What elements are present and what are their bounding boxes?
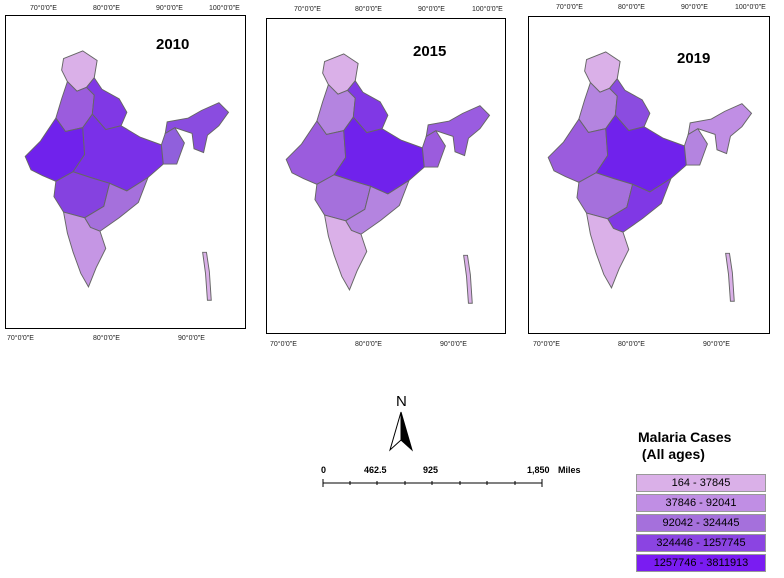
longitude-tick-bottom: 90°0'0"E [178, 335, 205, 342]
longitude-tick-bottom: 80°0'0"E [618, 341, 645, 348]
longitude-tick-bottom: 70°0'0"E [533, 341, 560, 348]
longitude-tick-top: 80°0'0"E [618, 4, 645, 11]
legend-label: 324446 - 1257745 [656, 537, 746, 549]
legend-swatch [636, 554, 766, 572]
longitude-tick-top: 100°0'0"E [209, 5, 240, 12]
legend-item: 324446 - 1257745 [636, 534, 766, 554]
map-year-label: 2019 [677, 50, 711, 67]
longitude-tick-top: 70°0'0"E [556, 4, 583, 11]
longitude-tick-top: 80°0'0"E [355, 6, 382, 13]
longitude-tick-top: 100°0'0"E [472, 6, 503, 13]
legend-title: Malaria Cases (All ages) [638, 429, 732, 462]
north-central-region [346, 79, 389, 134]
legend-item: 92042 - 324445 [636, 514, 766, 534]
map-year-label: 2010 [156, 36, 190, 53]
longitude-tick-top: 70°0'0"E [294, 6, 321, 13]
legend-item: 1257746 - 3811913 [636, 554, 766, 574]
legend-label: 164 - 37845 [671, 477, 731, 489]
legend-item: 37846 - 92041 [636, 494, 766, 514]
longitude-tick-top: 70°0'0"E [30, 5, 57, 12]
scale-label: 925 [423, 465, 439, 475]
india-map [24, 50, 230, 301]
northeast-region [687, 103, 753, 155]
legend-swatch [636, 514, 766, 532]
map-year-label: 2015 [413, 43, 447, 60]
longitude-tick-bottom: 70°0'0"E [270, 341, 297, 348]
north-central-region [85, 76, 128, 131]
south-region [62, 211, 107, 288]
india-map [547, 51, 753, 302]
longitude-tick-top: 100°0'0"E [735, 4, 766, 11]
northeast-region [425, 105, 491, 157]
legend-swatch [636, 494, 766, 512]
longitude-tick-bottom: 90°0'0"E [440, 341, 467, 348]
map-panel-2010: 2010 [5, 15, 246, 329]
northeast-region [164, 102, 230, 154]
legend-label: 37846 - 92041 [665, 497, 737, 509]
map-panel-2019: 2019 [528, 16, 770, 334]
scale-label: 0 [321, 465, 327, 475]
scale-label: 1,850 [527, 465, 550, 475]
longitude-tick-top: 90°0'0"E [156, 5, 183, 12]
longitude-tick-top: 90°0'0"E [418, 6, 445, 13]
longitude-tick-bottom: 80°0'0"E [355, 341, 382, 348]
longitude-tick-bottom: 90°0'0"E [703, 341, 730, 348]
longitude-tick-top: 90°0'0"E [681, 4, 708, 11]
legend-swatch [636, 534, 766, 552]
north-arrow-icon [389, 411, 413, 452]
north-central-region [608, 77, 651, 132]
scale-unit: Miles [558, 465, 581, 475]
south-region [585, 212, 630, 289]
island-region [463, 254, 473, 304]
longitude-tick-bottom: 80°0'0"E [93, 335, 120, 342]
legend-label: 1257746 - 3811913 [653, 557, 749, 569]
south-region [323, 214, 368, 291]
north-label: N [396, 393, 407, 410]
legend-item: 164 - 37845 [636, 474, 766, 494]
island-region [725, 252, 735, 302]
legend-label: 92042 - 324445 [662, 517, 740, 529]
legend-swatch [636, 474, 766, 492]
longitude-tick-top: 80°0'0"E [93, 5, 120, 12]
scale-bar [322, 479, 543, 487]
map-panel-2015: 2015 [266, 18, 506, 334]
india-map [285, 53, 491, 304]
island-region [202, 251, 212, 301]
scale-label: 462.5 [364, 465, 387, 475]
longitude-tick-bottom: 70°0'0"E [7, 335, 34, 342]
